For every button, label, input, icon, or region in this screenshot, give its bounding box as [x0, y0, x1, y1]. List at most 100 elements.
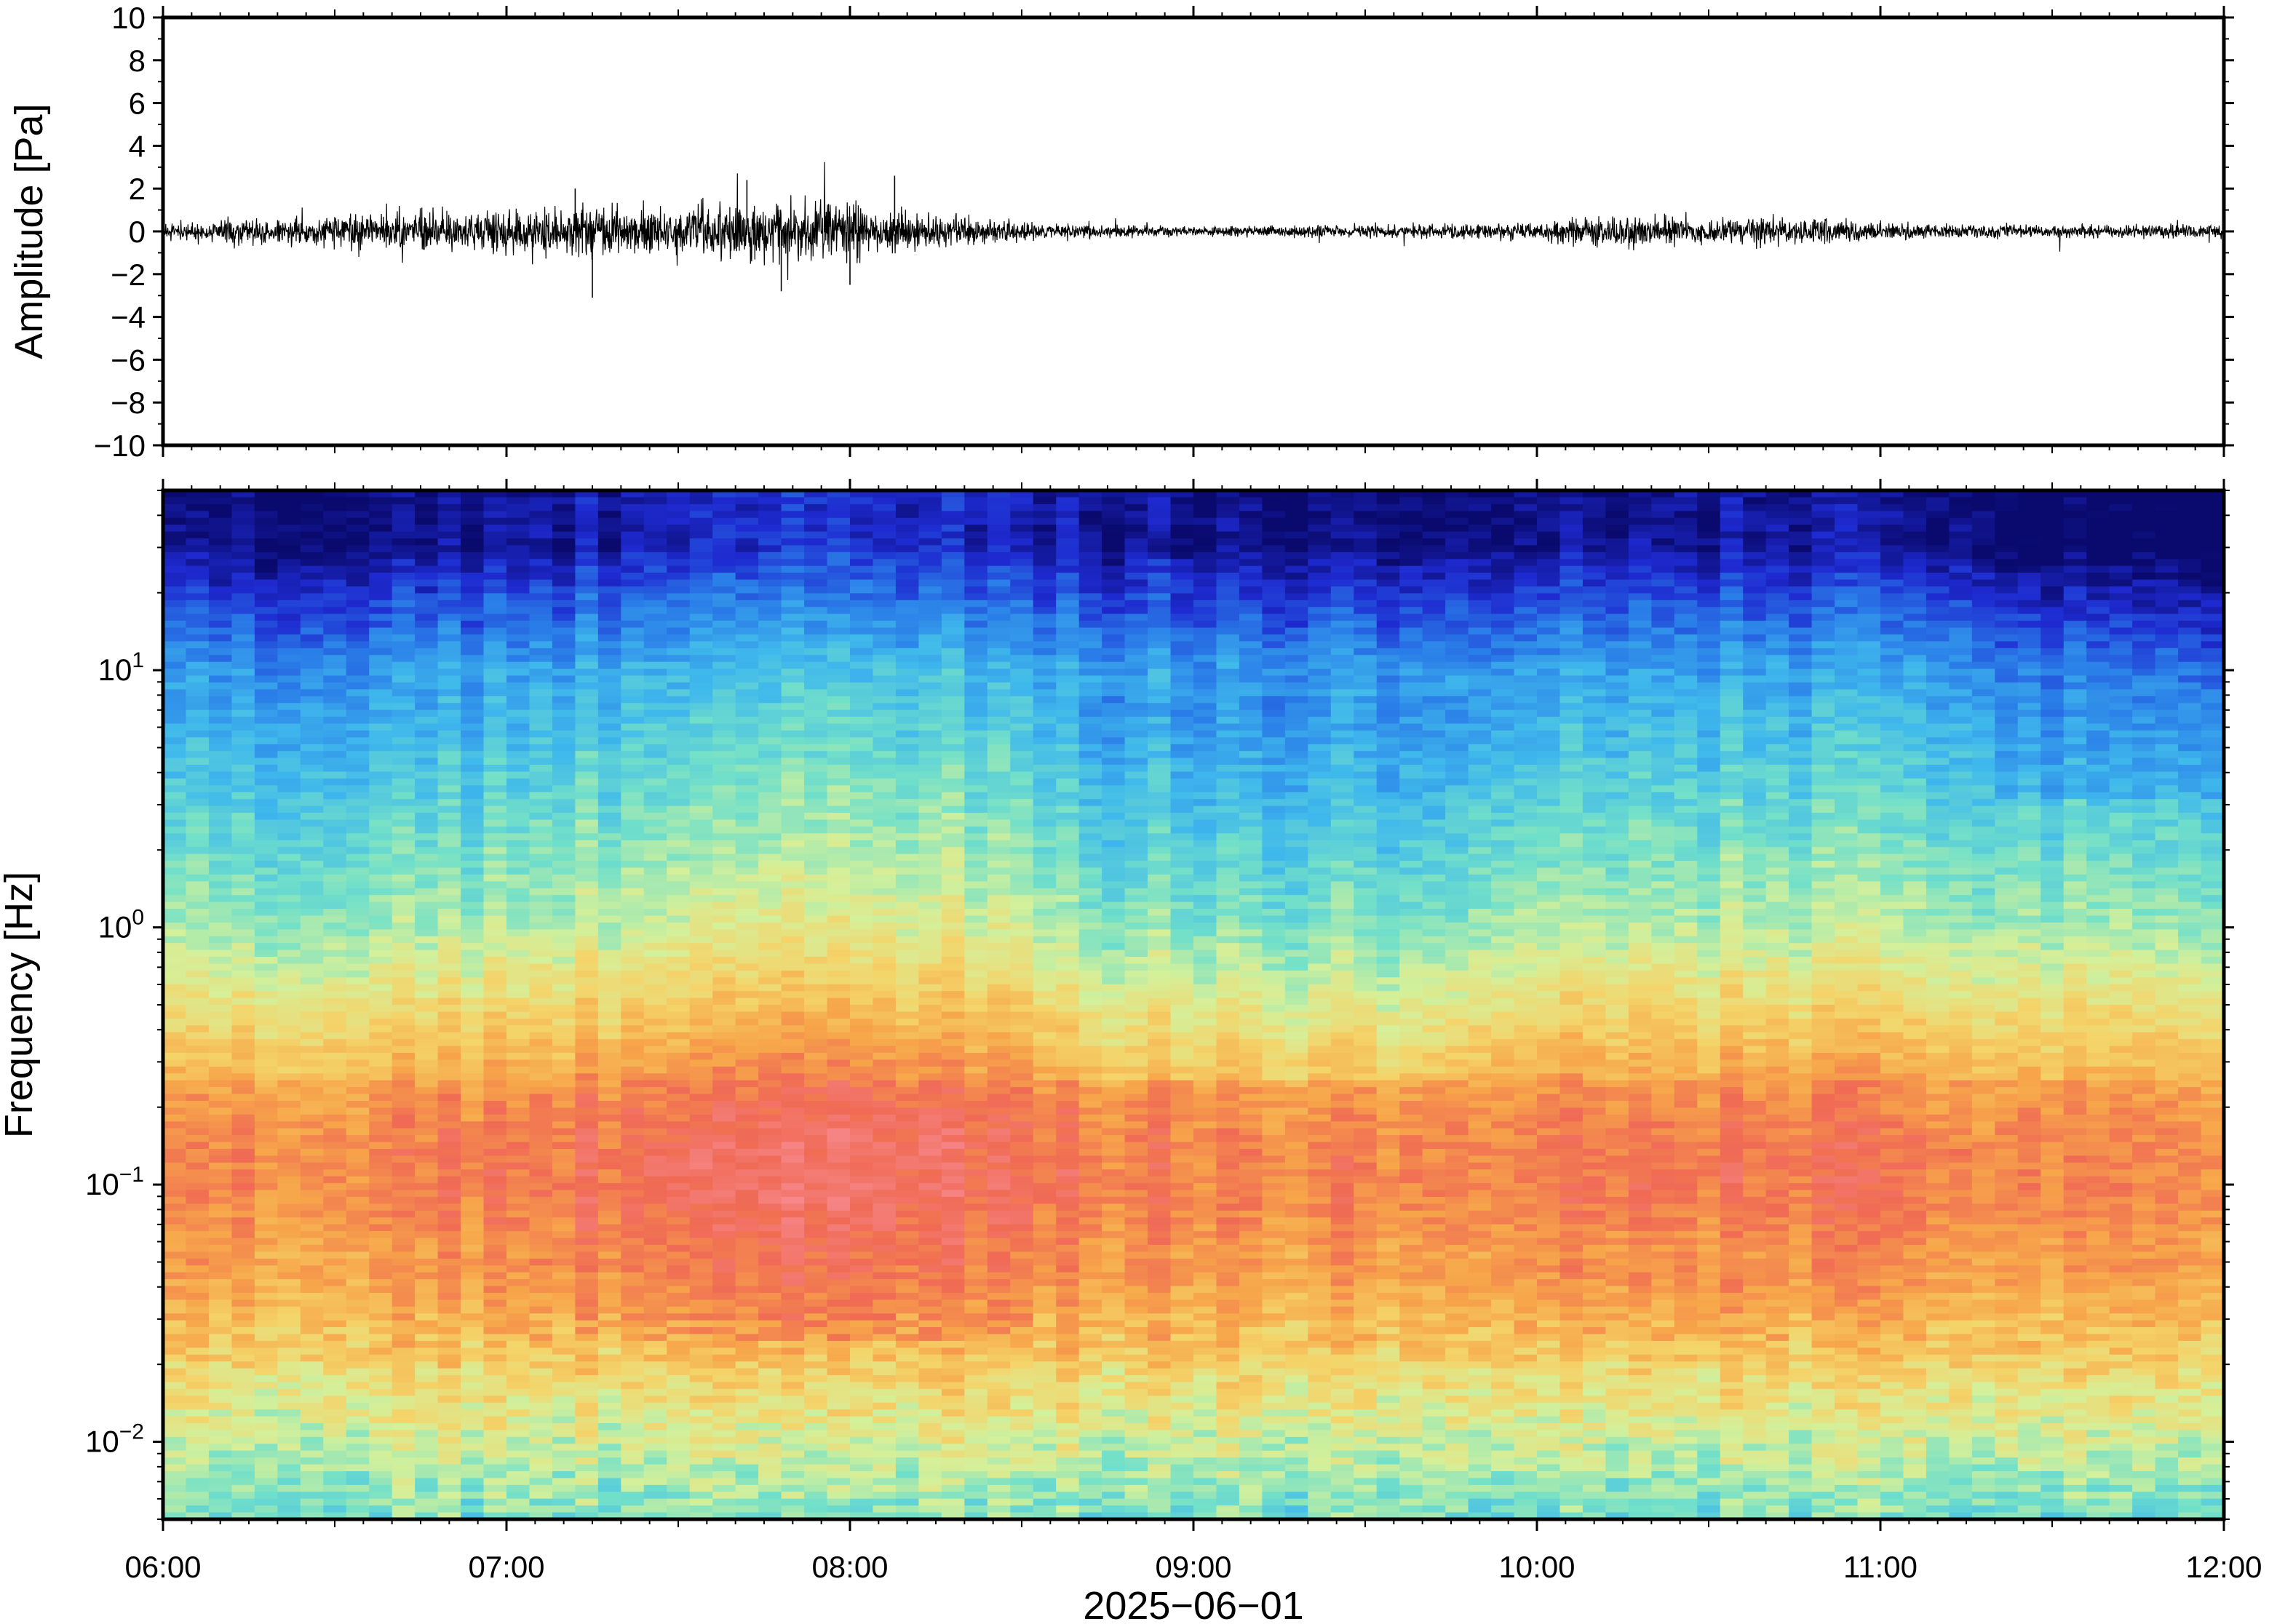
spectrogram-cell: [231, 1169, 255, 1177]
spectrogram-cell: [621, 1148, 645, 1157]
spectrogram-cell: [667, 1444, 691, 1452]
spectrogram-cell: [277, 517, 301, 525]
spectrogram-cell: [804, 655, 828, 663]
spectrogram-cell: [369, 888, 393, 896]
spectrogram-cell: [667, 765, 691, 773]
spectrogram-cell: [323, 661, 347, 669]
spectrogram-cell: [208, 627, 233, 635]
spectrogram-cell: [575, 1409, 599, 1417]
spectrogram-cell: [163, 1210, 187, 1219]
spectrogram-cell: [575, 1313, 599, 1321]
spectrogram-cell: [415, 1396, 439, 1404]
spectrogram-cell: [597, 1388, 622, 1397]
spectrogram-cell: [208, 1279, 233, 1287]
spectrogram-cell: [506, 1094, 531, 1102]
spectrogram-cell: [346, 1196, 370, 1205]
spectrogram-cell: [758, 1162, 782, 1171]
spectrogram-cell: [873, 1409, 897, 1417]
spectrogram-cell: [575, 1135, 599, 1143]
spectrogram-cell: [392, 950, 416, 958]
spectrogram-cell: [186, 1368, 210, 1376]
spectrogram-cell: [827, 901, 851, 909]
spectrogram-cell: [415, 607, 439, 615]
spectrogram-cell: [369, 929, 393, 937]
spectrogram-cell: [597, 1292, 622, 1301]
spectrogram-cell: [323, 1190, 347, 1198]
spectrogram-cell: [208, 1354, 233, 1362]
spectrogram-cell: [575, 799, 599, 807]
spectrogram-cell: [437, 1430, 461, 1438]
spectrogram-cell: [369, 1512, 393, 1519]
spectrogram-cell: [643, 1388, 668, 1397]
spectrogram-cell: [575, 874, 599, 883]
spectrogram-cell: [827, 1471, 851, 1479]
spectrogram-cell: [231, 1416, 255, 1424]
spectrogram-cell: [186, 744, 210, 752]
spectrogram-cell: [323, 805, 347, 813]
spectrogram-cell: [667, 531, 691, 539]
spectrogram-cell: [415, 1327, 439, 1335]
spectrogram-cell: [758, 785, 782, 793]
spectrogram-cell: [712, 1025, 736, 1033]
spectrogram-cell: [873, 1361, 897, 1369]
spectrogram-cell: [300, 765, 325, 773]
spectrogram-cell: [231, 621, 255, 629]
spectrogram-cell: [186, 813, 210, 821]
spectrogram-cell: [208, 1478, 233, 1486]
spectrogram-cell: [231, 813, 255, 821]
spectrogram-cell: [689, 490, 713, 498]
spectrogram-cell: [254, 586, 279, 594]
spectrogram-cell: [277, 909, 301, 917]
spectrogram-cell: [712, 641, 736, 649]
spectrogram-cell: [323, 1162, 347, 1171]
spectrogram-cell: [804, 559, 828, 567]
spectrogram-cell: [300, 1498, 325, 1506]
spectrogram-cell: [461, 813, 485, 821]
spectrogram-cell: [827, 503, 851, 512]
spectrogram-cell: [850, 1148, 874, 1157]
spectrogram-cell: [597, 751, 622, 759]
spectrogram-cell: [369, 1018, 393, 1027]
spectrogram-cell: [277, 751, 301, 759]
spectrogram-cell: [552, 1244, 576, 1253]
spectrogram-cell: [804, 1142, 828, 1150]
spectrogram-cell: [277, 1176, 301, 1184]
spectrogram-cell: [254, 813, 279, 821]
spectrogram-cell: [323, 1238, 347, 1246]
spectrogram-cell: [323, 1416, 347, 1424]
spectrogram-cell: [392, 1169, 416, 1177]
spectrogram-cell: [552, 1059, 576, 1067]
spectrogram-cell: [735, 1444, 759, 1452]
spectrogram-cell: [300, 1059, 325, 1067]
spectrogram-cell: [461, 1114, 485, 1123]
spectrogram-cell: [735, 703, 759, 711]
spectrogram-cell: [163, 1176, 187, 1184]
spectrogram-cell: [415, 1183, 439, 1191]
spectrogram-cell: [208, 799, 233, 807]
spectrogram-cell: [437, 1512, 461, 1519]
spectrogram-cell: [461, 1107, 485, 1115]
spectrogram-cell: [689, 1306, 713, 1314]
spectrogram-cell: [392, 1142, 416, 1150]
spectrogram-cell: [735, 785, 759, 793]
spectrogram-cell: [575, 648, 599, 656]
spectrogram-cell: [850, 621, 874, 629]
spectrogram-cell: [621, 538, 645, 546]
spectrogram-cell: [277, 1265, 301, 1273]
spectrogram-cell: [437, 1025, 461, 1033]
spectrogram-cell: [850, 709, 874, 717]
spectrogram-cell: [483, 1388, 507, 1397]
spectrogram-cell: [552, 1313, 576, 1321]
spectrogram-cell: [781, 497, 805, 505]
spectrogram-cell: [461, 799, 485, 807]
spectrogram-cell: [575, 503, 599, 512]
spectrogram-cell: [712, 1286, 736, 1294]
spectrogram-cell: [529, 1340, 553, 1349]
spectrogram-cell: [415, 709, 439, 717]
spectrogram-cell: [575, 771, 599, 779]
spectrogram-cell: [392, 1320, 416, 1328]
spectrogram-cell: [667, 778, 691, 787]
spectrogram-cell: [529, 545, 553, 553]
spectrogram-cell: [621, 1306, 645, 1314]
spectrogram-cell: [254, 1512, 279, 1519]
